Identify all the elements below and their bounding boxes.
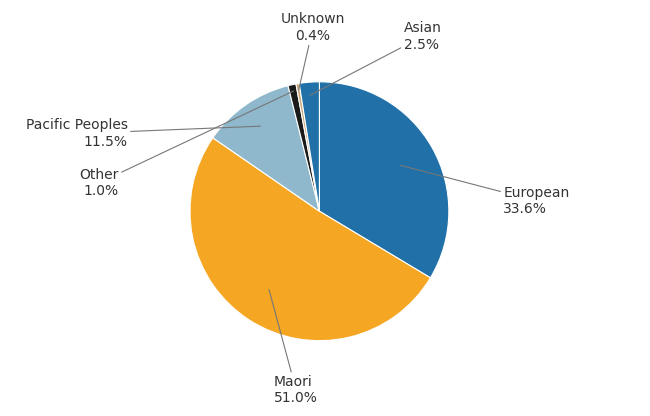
Wedge shape [299,82,319,211]
Text: Asian
2.5%: Asian 2.5% [310,21,441,95]
Text: European
33.6%: European 33.6% [400,165,569,216]
Wedge shape [296,84,319,211]
Wedge shape [288,84,319,211]
Text: Other
1.0%: Other 1.0% [79,91,293,198]
Wedge shape [190,138,430,341]
Text: Pacific Peoples
11.5%: Pacific Peoples 11.5% [26,119,261,149]
Wedge shape [319,82,449,278]
Wedge shape [213,86,319,211]
Text: Maori
51.0%: Maori 51.0% [269,290,318,405]
Text: Unknown
0.4%: Unknown 0.4% [281,12,345,90]
